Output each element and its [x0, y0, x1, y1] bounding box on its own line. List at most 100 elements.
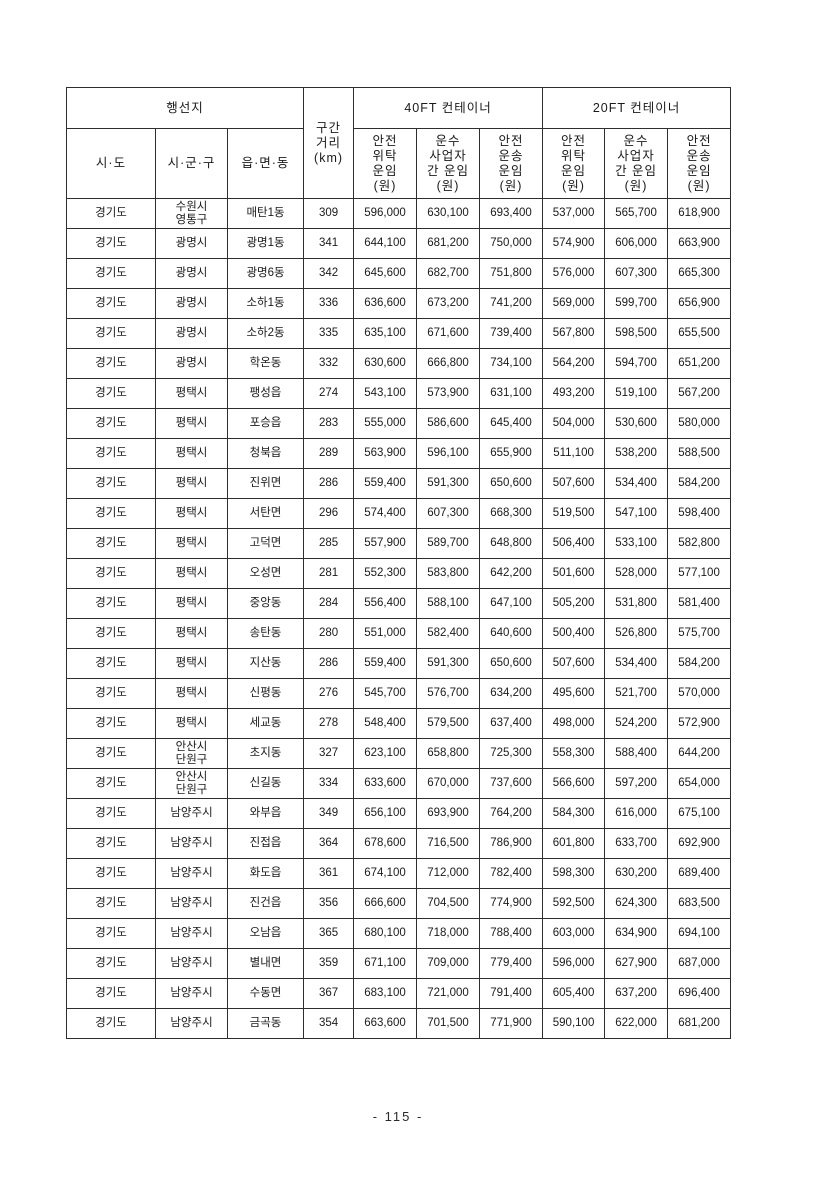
sigungu-cell: 남양주시 — [155, 798, 228, 829]
distance-cell: 356 — [303, 888, 355, 919]
header-40ft-container-group: 40FT 컨테이너 — [353, 87, 544, 129]
ft20-consign-fare-cell: 493,200 — [542, 378, 606, 409]
sigungu-cell: 남양주시 — [155, 918, 228, 949]
ft40-consign-fare-cell: 563,900 — [353, 438, 418, 469]
eupmyeondong-cell: 소하2동 — [226, 318, 305, 349]
ft40-carrier-fare-cell: 673,200 — [416, 288, 481, 319]
ft40-consign-fare-cell: 636,600 — [353, 288, 418, 319]
eupmyeondong-cell: 세교동 — [226, 708, 305, 739]
table-row: 경기도 남양주시 오남읍 365 680,100 718,000 788,400… — [66, 918, 732, 949]
ft20-carrier-fare-cell: 616,000 — [604, 798, 669, 829]
ft20-consign-fare-cell: 584,300 — [542, 798, 606, 829]
eupmyeondong-cell: 별내면 — [226, 948, 305, 979]
eupmyeondong-cell: 청북읍 — [226, 438, 305, 469]
ft40-consign-fare-cell: 555,000 — [353, 408, 418, 439]
table-row: 경기도 평택시 포승읍 283 555,000 586,600 645,400 … — [66, 408, 732, 439]
header-20ft-consign-fare: 안전 위탁 운임 (원) — [542, 128, 606, 199]
eupmyeondong-cell: 오남읍 — [226, 918, 305, 949]
ft20-consign-fare-cell: 564,200 — [542, 348, 606, 379]
ft40-carrier-fare-cell: 681,200 — [416, 228, 481, 259]
ft40-consign-fare-cell: 635,100 — [353, 318, 418, 349]
ft40-carrier-fare-cell: 588,100 — [416, 588, 481, 619]
ft40-carrier-fare-cell: 709,000 — [416, 948, 481, 979]
ft20-consign-fare-cell: 511,100 — [542, 438, 606, 469]
header-20ft-carrier-fare: 운수 사업자 간 운임 (원) — [604, 128, 669, 199]
ft20-transport-fare-cell: 570,000 — [667, 678, 732, 709]
ft40-consign-fare-cell: 545,700 — [353, 678, 418, 709]
distance-cell: 332 — [303, 348, 355, 379]
sido-cell: 경기도 — [66, 498, 156, 529]
ft20-transport-fare-cell: 683,500 — [667, 888, 732, 919]
ft40-carrier-fare-cell: 658,800 — [416, 738, 481, 769]
eupmyeondong-cell: 진접읍 — [226, 828, 305, 859]
ft40-transport-fare-cell: 640,600 — [479, 618, 544, 649]
table-row: 경기도 남양주시 별내면 359 671,100 709,000 779,400… — [66, 948, 732, 979]
ft40-carrier-fare-cell: 701,500 — [416, 1008, 481, 1039]
sigungu-cell: 남양주시 — [155, 948, 228, 979]
ft40-consign-fare-cell: 559,400 — [353, 648, 418, 679]
header-sido: 시·도 — [66, 128, 156, 199]
ft20-transport-fare-cell: 651,200 — [667, 348, 732, 379]
ft40-carrier-fare-cell: 666,800 — [416, 348, 481, 379]
ft20-transport-fare-cell: 581,400 — [667, 588, 732, 619]
sigungu-cell: 광명시 — [155, 348, 228, 379]
ft20-transport-fare-cell: 588,500 — [667, 438, 732, 469]
ft20-consign-fare-cell: 498,000 — [542, 708, 606, 739]
ft40-transport-fare-cell: 782,400 — [479, 858, 544, 889]
distance-cell: 274 — [303, 378, 355, 409]
ft20-carrier-fare-cell: 630,200 — [604, 858, 669, 889]
ft20-consign-fare-cell: 598,300 — [542, 858, 606, 889]
table-row: 경기도 남양주시 금곡동 354 663,600 701,500 771,900… — [66, 1008, 732, 1039]
sido-cell: 경기도 — [66, 408, 156, 439]
eupmyeondong-cell: 매탄1동 — [226, 198, 305, 229]
header-20ft-transport-fare: 안전 운송 운임 (원) — [667, 128, 732, 199]
table-row: 경기도 남양주시 와부읍 349 656,100 693,900 764,200… — [66, 798, 732, 829]
distance-cell: 359 — [303, 948, 355, 979]
distance-cell: 354 — [303, 1008, 355, 1039]
ft40-carrier-fare-cell: 670,000 — [416, 768, 481, 799]
sido-cell: 경기도 — [66, 948, 156, 979]
ft40-transport-fare-cell: 693,400 — [479, 198, 544, 229]
ft40-transport-fare-cell: 645,400 — [479, 408, 544, 439]
ft40-transport-fare-cell: 634,200 — [479, 678, 544, 709]
eupmyeondong-cell: 진위면 — [226, 468, 305, 499]
ft20-carrier-fare-cell: 607,300 — [604, 258, 669, 289]
sido-cell: 경기도 — [66, 768, 156, 799]
table-row: 경기도 안산시 단원구 신길동 334 633,600 670,000 737,… — [66, 768, 732, 799]
ft20-transport-fare-cell: 692,900 — [667, 828, 732, 859]
ft20-transport-fare-cell: 580,000 — [667, 408, 732, 439]
eupmyeondong-cell: 광명6동 — [226, 258, 305, 289]
ft40-consign-fare-cell: 674,100 — [353, 858, 418, 889]
ft40-transport-fare-cell: 725,300 — [479, 738, 544, 769]
distance-cell: 327 — [303, 738, 355, 769]
ft40-carrier-fare-cell: 589,700 — [416, 528, 481, 559]
header-sigungu: 시·군·구 — [155, 128, 228, 199]
ft20-transport-fare-cell: 696,400 — [667, 978, 732, 1009]
ft40-consign-fare-cell: 557,900 — [353, 528, 418, 559]
ft40-transport-fare-cell: 642,200 — [479, 558, 544, 589]
ft20-carrier-fare-cell: 594,700 — [604, 348, 669, 379]
sido-cell: 경기도 — [66, 288, 156, 319]
sigungu-cell: 안산시 단원구 — [155, 738, 228, 769]
table-row: 경기도 평택시 진위면 286 559,400 591,300 650,600 … — [66, 468, 732, 499]
distance-cell: 280 — [303, 618, 355, 649]
eupmyeondong-cell: 오성면 — [226, 558, 305, 589]
sigungu-cell: 평택시 — [155, 528, 228, 559]
distance-cell: 349 — [303, 798, 355, 829]
eupmyeondong-cell: 진건읍 — [226, 888, 305, 919]
ft40-transport-fare-cell: 791,400 — [479, 978, 544, 1009]
ft20-consign-fare-cell: 495,600 — [542, 678, 606, 709]
sido-cell: 경기도 — [66, 828, 156, 859]
table-row: 경기도 평택시 지산동 286 559,400 591,300 650,600 … — [66, 648, 732, 679]
ft20-carrier-fare-cell: 637,200 — [604, 978, 669, 1009]
ft40-carrier-fare-cell: 716,500 — [416, 828, 481, 859]
sigungu-cell: 광명시 — [155, 228, 228, 259]
ft40-carrier-fare-cell: 583,800 — [416, 558, 481, 589]
table-row: 경기도 남양주시 진접읍 364 678,600 716,500 786,900… — [66, 828, 732, 859]
footer-page-number: - 115 - — [372, 1109, 424, 1124]
distance-cell: 341 — [303, 228, 355, 259]
table-row: 경기도 수원시 영통구 매탄1동 309 596,000 630,100 693… — [66, 198, 732, 229]
distance-cell: 284 — [303, 588, 355, 619]
ft40-carrier-fare-cell: 591,300 — [416, 468, 481, 499]
